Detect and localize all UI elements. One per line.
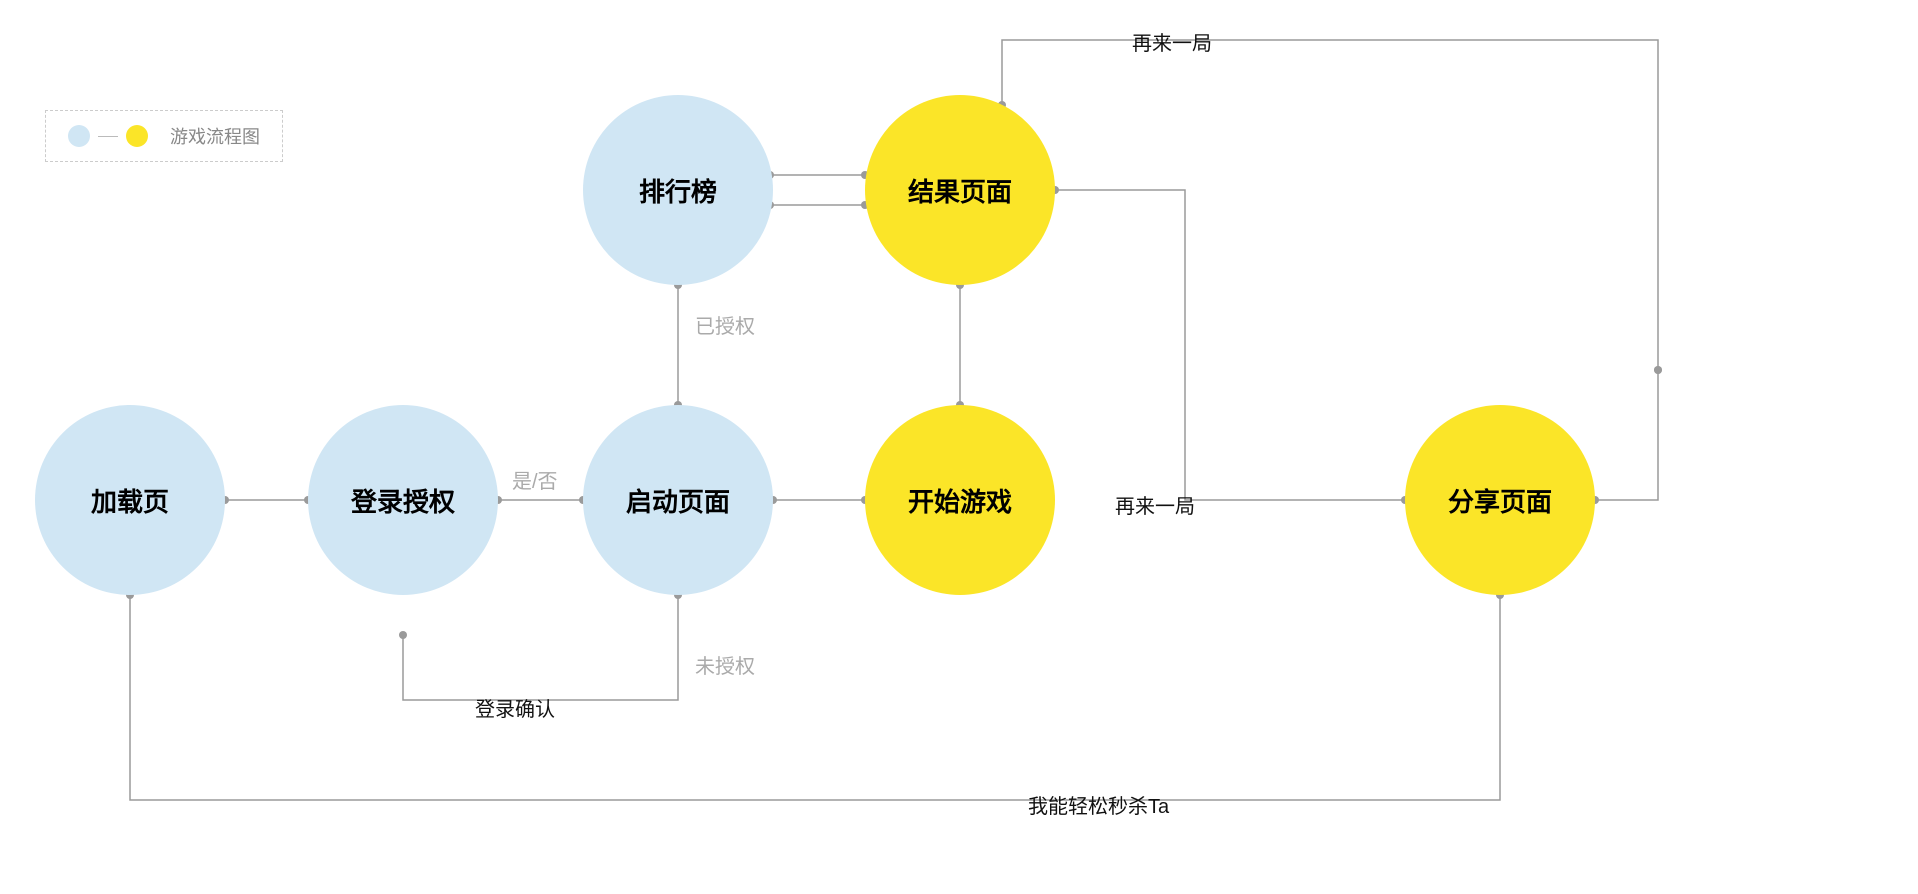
edge-e_share_loop_in [1595,370,1658,500]
node-label: 排行榜 [639,172,717,209]
legend-label: 游戏流程图 [170,123,260,149]
node-label: 开始游戏 [908,482,1012,519]
node-leader: 排行榜 [583,95,773,285]
node-loading: 加载页 [35,405,225,595]
edge-label: 再来一局 [1115,490,1195,519]
edge-e_start_unauth [403,595,678,700]
node-share: 分享页面 [1405,405,1595,595]
node-label: 启动页面 [626,482,730,519]
edge-endpoint [399,631,407,639]
edge-label: 再来一局 [1132,27,1212,56]
legend-dot-blue [68,125,90,147]
edge-label: 我能轻松秒杀Ta [1028,790,1169,819]
node-label: 登录授权 [351,482,455,519]
edge-e_result_play_again [1002,40,1658,370]
edge-endpoint [1654,366,1662,374]
node-label: 结果页面 [908,172,1012,209]
node-begin: 开始游戏 [865,405,1055,595]
node-label: 加载页 [91,482,169,519]
legend-dot-yellow [126,125,148,147]
edge-label: 是/否 [512,465,558,494]
node-label: 分享页面 [1448,482,1552,519]
edge-endpoint [1654,366,1662,374]
edge-label: 已授权 [695,310,755,339]
edge-label: 登录确认 [475,693,555,722]
legend-box: 游戏流程图 [45,110,283,162]
edge-e_result_share [1055,190,1405,500]
node-login: 登录授权 [308,405,498,595]
edge-label: 未授权 [695,650,755,679]
edge-e_share_challenge [130,595,1500,800]
node-start: 启动页面 [583,405,773,595]
legend-connector-line [98,136,118,137]
node-result: 结果页面 [865,95,1055,285]
